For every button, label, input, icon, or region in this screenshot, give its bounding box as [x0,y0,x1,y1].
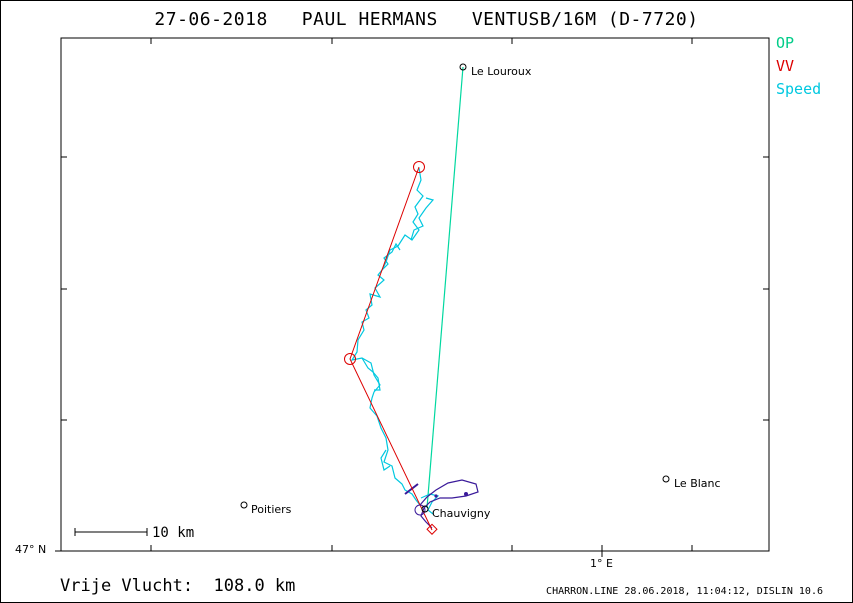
distance-label: Vrije Vlucht: 108.0 km [60,576,296,596]
town-label-le-louroux: Le Louroux [471,65,532,78]
speed-track-branch [380,449,391,471]
finish-marker [426,523,438,535]
town-marker-le-blanc [662,475,670,483]
legend-vv: VV [776,57,795,75]
legend-speed: Speed [776,80,822,98]
town-label-chauvigny: Chauvigny [432,507,491,520]
page-title: 27-06-2018 PAUL HERMANS VENTUSB/16M (D-7… [154,9,699,30]
speed-track-branch [420,493,440,515]
speed-track-branch [381,242,401,271]
turnpoint-1 [413,161,425,173]
turnpoint-2 [344,353,356,365]
track-point [464,492,468,496]
vv-route-line [349,166,433,531]
start-marker [414,504,426,516]
town-marker-poitiers [240,501,248,509]
op-route-line [426,66,464,509]
speed-track-branch [410,197,435,241]
town-label-le-blanc: Le Blanc [674,477,721,490]
credit-label: CHARRON.LINE 28.06.2018, 11:04:12, DISLI… [546,586,823,597]
plot-area-border [60,37,770,552]
lat-axis-label: 47° N [15,543,47,556]
speed-track-branch [361,357,381,391]
town-marker-le-louroux [459,63,467,71]
track-point [434,494,438,498]
speed-track [350,167,424,506]
lon-axis-label: 1° E [590,557,613,570]
town-marker-chauvigny [421,505,429,513]
legend-op: OP [776,34,795,52]
town-label-poitiers: Poitiers [251,503,292,516]
scale-bar-label: 10 km [152,525,195,541]
track-segment [404,483,419,495]
